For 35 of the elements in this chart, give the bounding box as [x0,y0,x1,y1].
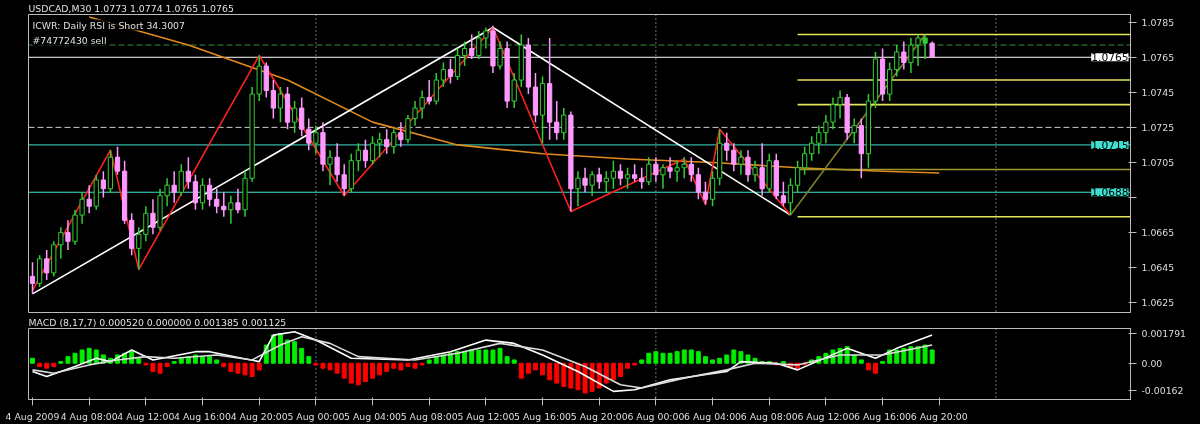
x-tick-label: 5 Aug 16:00 [514,410,572,422]
x-tick-label: 5 Aug 20:00 [570,410,628,422]
x-tick-label: 4 Aug 16:00 [174,410,232,422]
annotation: ICWR: Daily RSI is Short 34.3007 [32,19,186,31]
y-tick-label: 1.0665 [1141,227,1175,239]
y-tick-label: 1.0745 [1141,86,1175,98]
x-tick-label: 5 Aug 12:00 [457,410,515,422]
y-tick-label: 1.0645 [1141,262,1175,274]
x-tick-label: 6 Aug 08:00 [740,410,798,422]
x-tick-label: 4 Aug 20:00 [230,410,288,422]
y-tick-label: 1.0625 [1141,297,1175,309]
x-tick-label: 6 Aug 16:00 [854,410,912,422]
y-tick-label: 1.0705 [1141,156,1175,168]
x-tick-label: 6 Aug 04:00 [684,410,742,422]
annotation: #74772430 sell [32,34,107,46]
x-tick-label: 6 Aug 20:00 [910,410,968,422]
y-tick-label: 0.00 [1141,357,1163,369]
x-tick-label: 5 Aug 00:00 [287,410,345,422]
y-tick-label: 1.0785 [1141,16,1175,28]
y-tick-label: 1.0725 [1141,121,1175,133]
x-tick-label: 5 Aug 04:00 [344,410,402,422]
y-tick-label: -0.00162 [1141,384,1184,396]
y-tick-label: 0.001791 [1141,328,1187,340]
x-tick-label: 5 Aug 08:00 [400,410,458,422]
ref-line-label: 1.0765 [1091,51,1129,65]
chart-title: MACD (8,17,7) 0.000520 0.000000 0.001385 0.001125 [28,317,287,328]
ref-line-label: 1.0715 [1091,138,1129,152]
x-tick-label: 4 Aug 12:00 [117,410,175,422]
x-tick-label: 4 Aug 08:00 [60,410,118,422]
ref-line-label: 1.0688 [1091,186,1129,200]
y-tick-label: 1.0765 [1141,51,1175,63]
x-tick-label: 6 Aug 12:00 [797,410,855,422]
x-tick-label: 4 Aug 2009 [5,410,60,422]
x-tick-label: 6 Aug 00:00 [627,410,685,422]
chart-title: USDCAD,M30 1.0773 1.0774 1.0765 1.0765 [28,3,234,14]
